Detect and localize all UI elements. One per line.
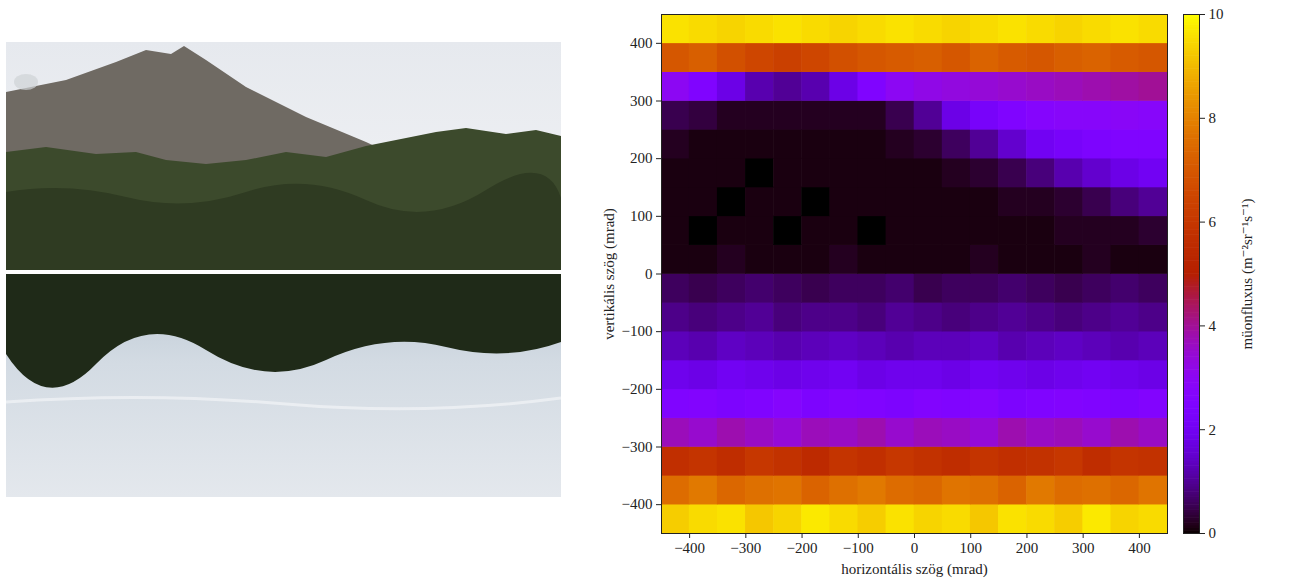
svg-text:10: 10 bbox=[1209, 6, 1224, 22]
svg-text:−200: −200 bbox=[622, 381, 653, 397]
svg-text:−400: −400 bbox=[674, 540, 705, 556]
svg-text:8: 8 bbox=[1209, 110, 1217, 126]
svg-text:300: 300 bbox=[630, 93, 653, 109]
svg-text:0: 0 bbox=[1209, 525, 1217, 541]
svg-text:−300: −300 bbox=[730, 540, 761, 556]
svg-text:100: 100 bbox=[630, 208, 653, 224]
svg-text:−100: −100 bbox=[622, 323, 653, 339]
svg-text:2: 2 bbox=[1209, 422, 1217, 438]
svg-text:horizontális szög (mrad): horizontális szög (mrad) bbox=[841, 561, 988, 578]
svg-text:400: 400 bbox=[1128, 540, 1151, 556]
svg-text:−400: −400 bbox=[622, 496, 653, 512]
svg-text:6: 6 bbox=[1209, 214, 1217, 230]
svg-text:300: 300 bbox=[1072, 540, 1095, 556]
svg-text:0: 0 bbox=[911, 540, 919, 556]
svg-text:−300: −300 bbox=[622, 439, 653, 455]
svg-text:0: 0 bbox=[645, 266, 653, 282]
svg-text:−200: −200 bbox=[787, 540, 818, 556]
svg-text:vertikális szög (mrad): vertikális szög (mrad) bbox=[601, 208, 618, 340]
svg-text:200: 200 bbox=[1016, 540, 1039, 556]
svg-text:400: 400 bbox=[630, 35, 653, 51]
svg-text:200: 200 bbox=[630, 150, 653, 166]
svg-text:müonfluxus (m⁻²sr⁻¹s⁻¹): müonfluxus (m⁻²sr⁻¹s⁻¹) bbox=[1239, 199, 1256, 350]
svg-text:−100: −100 bbox=[843, 540, 874, 556]
svg-text:100: 100 bbox=[959, 540, 982, 556]
svg-text:4: 4 bbox=[1209, 318, 1217, 334]
